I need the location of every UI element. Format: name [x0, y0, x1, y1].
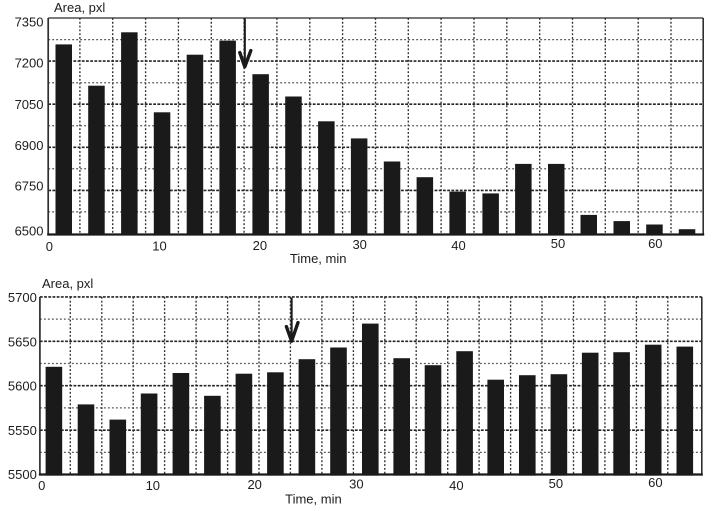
svg-text:5500: 5500 [8, 467, 37, 482]
svg-text:Time, min: Time, min [290, 251, 347, 266]
svg-text:10: 10 [152, 239, 166, 254]
svg-text:5650: 5650 [8, 335, 37, 350]
svg-text:7200: 7200 [15, 56, 44, 71]
svg-text:20: 20 [253, 238, 267, 253]
svg-text:0: 0 [38, 478, 45, 493]
svg-text:5600: 5600 [8, 378, 37, 393]
svg-text:6900: 6900 [15, 138, 44, 153]
svg-text:6750: 6750 [15, 179, 44, 194]
svg-text:30: 30 [349, 476, 363, 491]
svg-text:60: 60 [648, 236, 662, 251]
svg-text:Area, pxl: Area, pxl [54, 0, 105, 15]
svg-text:20: 20 [247, 477, 261, 492]
svg-text:6500: 6500 [15, 224, 44, 239]
svg-text:30: 30 [352, 237, 366, 252]
svg-text:40: 40 [449, 478, 463, 493]
svg-text:60: 60 [648, 475, 662, 490]
svg-text:7350: 7350 [15, 14, 44, 29]
svg-text:10: 10 [146, 478, 160, 493]
svg-text:7050: 7050 [15, 97, 44, 112]
svg-text:50: 50 [551, 236, 565, 251]
svg-text:0: 0 [46, 239, 53, 254]
svg-text:Area, pxl: Area, pxl [42, 276, 93, 291]
svg-text:40: 40 [451, 238, 465, 253]
svg-text:50: 50 [549, 476, 563, 491]
svg-text:5700: 5700 [8, 290, 37, 305]
svg-text:5550: 5550 [8, 423, 37, 438]
svg-text:Time, min: Time, min [285, 492, 342, 507]
